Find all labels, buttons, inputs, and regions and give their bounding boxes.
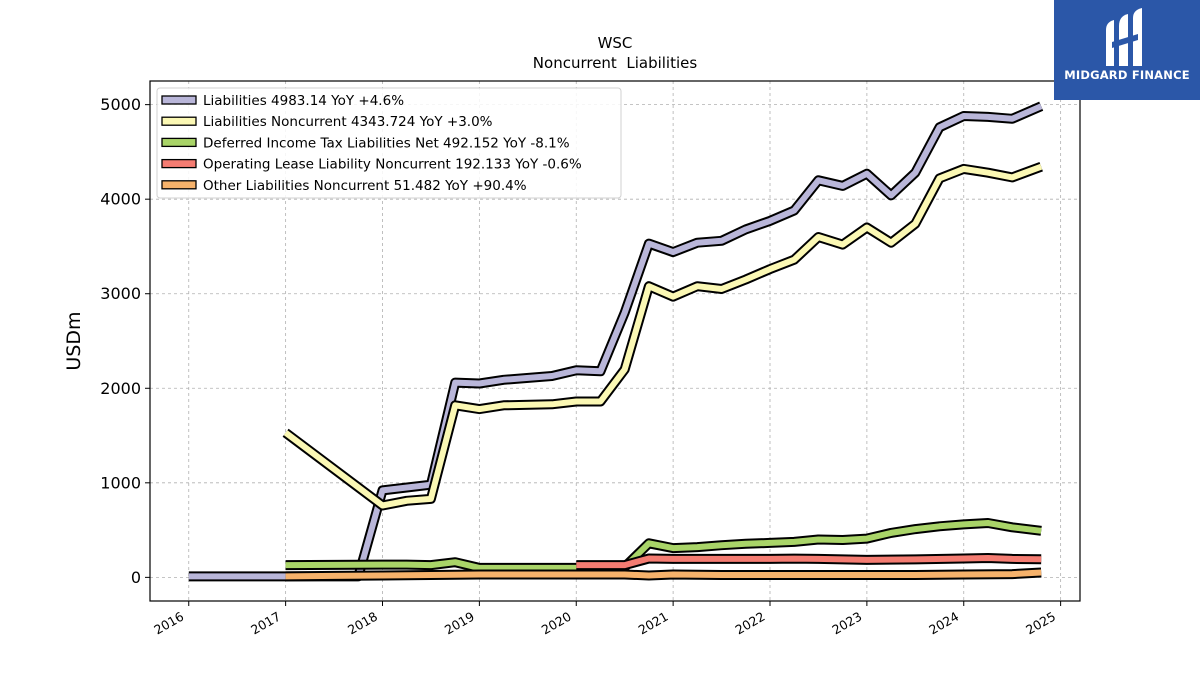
chart-title: WSC [598, 34, 633, 52]
series-2 [282, 162, 1043, 511]
series-3 [285, 518, 1042, 573]
y-tick-label: 3000 [100, 284, 141, 303]
legend-label: Liabilities 4983.14 YoY +4.6% [203, 93, 404, 109]
series-4 [576, 553, 1042, 571]
brand-logo-icon [1106, 8, 1142, 66]
legend-swatch [161, 180, 197, 190]
legend-box [156, 87, 622, 199]
y-tick-label: 1000 [100, 473, 141, 492]
y-axis-label: USDm [63, 311, 85, 370]
chart-subtitle: Noncurrent Liabilities [533, 54, 698, 72]
brand-name: MIDGARD FINANCE [1064, 68, 1190, 82]
series-5 [285, 567, 1042, 582]
legend-swatch [161, 116, 197, 126]
series-line-outline [282, 162, 1043, 511]
x-tick-label: 2021 [636, 609, 671, 638]
y-tick-label: 5000 [100, 95, 141, 114]
legend: Liabilities 4983.14 YoY +4.6% Liabilities… [156, 87, 622, 199]
series-line [285, 520, 1042, 571]
series-line [285, 569, 1042, 580]
x-tick-label: 2019 [442, 609, 477, 638]
series-line [576, 555, 1042, 569]
x-tick-label: 2016 [151, 609, 186, 638]
legend-label: Other Liabilities Noncurrent 51.482 YoY … [203, 178, 527, 194]
x-tick-label: 2017 [248, 609, 283, 638]
brand-logo: MIDGARD FINANCE [1054, 0, 1200, 100]
legend-swatch [161, 95, 197, 105]
y-tick-label: 4000 [100, 190, 141, 209]
series-layer [188, 101, 1044, 582]
legend-label: Deferred Income Tax Liabilities Net 492.… [203, 135, 570, 151]
x-tick-label: 2022 [732, 609, 767, 638]
x-tick-label: 2025 [1023, 609, 1058, 638]
x-tick-label: 2020 [539, 609, 574, 638]
legend-item: Liabilities Noncurrent 4343.724 YoY +3.0… [161, 114, 493, 130]
legend-item: Deferred Income Tax Liabilities Net 492.… [161, 135, 570, 151]
x-tick-label: 2018 [345, 609, 380, 638]
legend-label: Operating Lease Liability Noncurrent 192… [203, 157, 582, 173]
x-tick-label: 2023 [829, 609, 864, 638]
legend-swatch [161, 158, 197, 169]
x-tick-label: 2024 [926, 609, 961, 638]
legend-swatch [161, 137, 197, 148]
series-line [283, 163, 1043, 509]
legend-label: Liabilities Noncurrent 4343.724 YoY +3.0… [203, 114, 493, 130]
legend-item: Other Liabilities Noncurrent 51.482 YoY … [161, 178, 527, 194]
y-tick-label: 0 [131, 568, 141, 587]
plot-frame [149, 80, 1081, 602]
legend-item: Liabilities 4983.14 YoY +4.6% [161, 93, 404, 109]
legend-item: Operating Lease Liability Noncurrent 192… [161, 157, 582, 173]
y-tick-label: 2000 [100, 379, 141, 398]
